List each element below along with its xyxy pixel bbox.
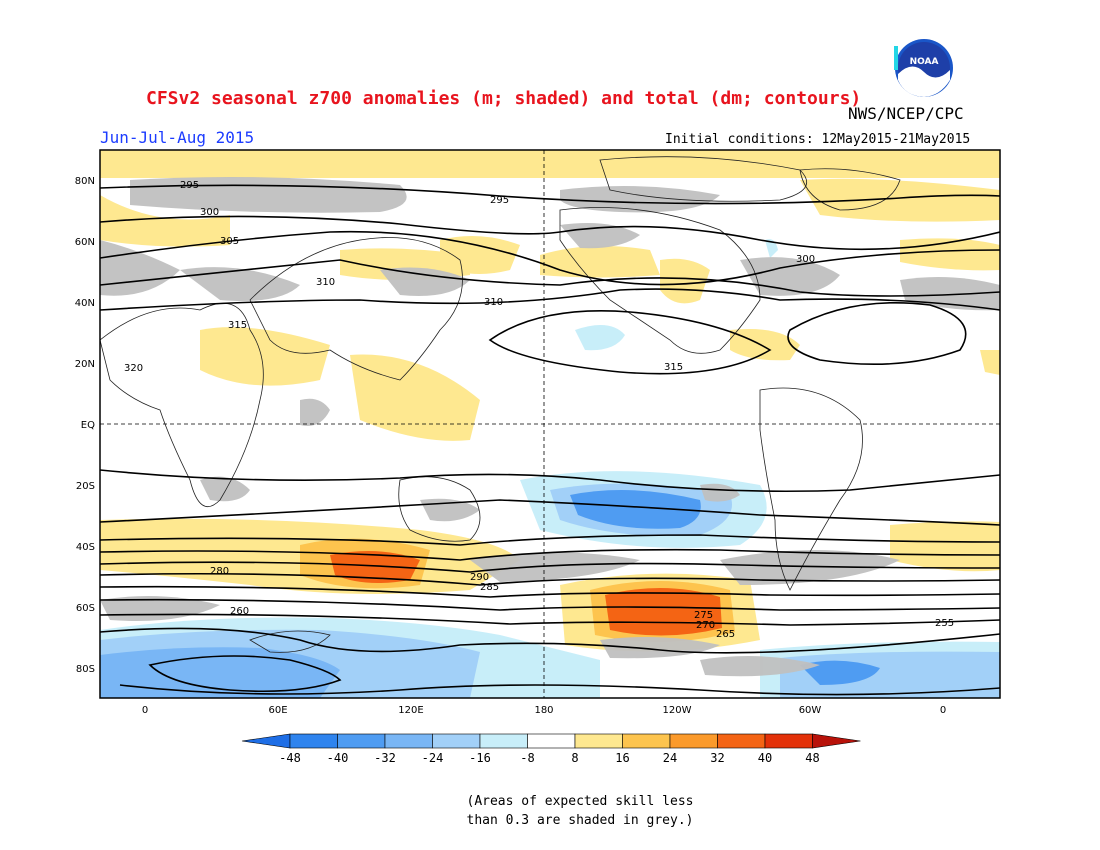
lat-tick: 80N bbox=[75, 176, 95, 187]
colorbar-swatch bbox=[337, 733, 386, 749]
colorbar-label: 32 bbox=[710, 751, 724, 765]
contour-label: 315 bbox=[228, 320, 247, 331]
coastlines bbox=[100, 156, 901, 653]
colorbar-label: -8 bbox=[520, 751, 534, 765]
colorbar-swatch bbox=[289, 733, 338, 749]
lon-tick: 60W bbox=[799, 705, 822, 716]
lon-tick: 120W bbox=[663, 705, 692, 716]
colorbar-swatch bbox=[384, 733, 433, 749]
lat-tick: 60S bbox=[76, 603, 95, 614]
contour-label: 290 bbox=[470, 572, 489, 583]
latitude-ticks: 80N 60N 40N 20N EQ 20S 40S 60S 80S bbox=[75, 176, 95, 675]
colorbar-label: 40 bbox=[758, 751, 772, 765]
colorbar-label: -48 bbox=[279, 751, 301, 765]
height-contours bbox=[100, 184, 1000, 696]
colorbar-swatch bbox=[479, 733, 528, 749]
contour-label: 310 bbox=[316, 277, 335, 288]
colorbar-swatch bbox=[764, 733, 813, 749]
colorbar-label: -24 bbox=[422, 751, 444, 765]
colorbar-label: -32 bbox=[374, 751, 396, 765]
colorbar-label: -16 bbox=[469, 751, 491, 765]
map-area: 295 300 305 310 315 320 315 310 300 295 … bbox=[100, 150, 1000, 698]
lon-tick: 0 bbox=[142, 705, 148, 716]
lon-tick: 180 bbox=[534, 705, 553, 716]
lat-tick: 40S bbox=[76, 542, 95, 553]
contour-label: 310 bbox=[484, 297, 503, 308]
colorbar-swatch bbox=[527, 733, 576, 749]
colorbar-label: 24 bbox=[663, 751, 677, 765]
contour-label: 275 bbox=[694, 610, 713, 621]
contour-labels: 295 300 305 310 315 320 315 310 300 295 … bbox=[124, 180, 954, 640]
contour-label: 255 bbox=[935, 618, 954, 629]
contour-label: 285 bbox=[480, 582, 499, 593]
chart-title: CFSv2 seasonal z700 anomalies (m; shaded… bbox=[146, 88, 862, 109]
negative-anomaly-shading bbox=[100, 239, 1000, 698]
colorbar-label: 16 bbox=[615, 751, 629, 765]
colorbar-swatch bbox=[669, 733, 718, 749]
contour-label: 315 bbox=[664, 362, 683, 373]
colorbar-label: -40 bbox=[327, 751, 349, 765]
colorbar-swatch bbox=[574, 733, 623, 749]
footnote: (Areas of expected skill less than 0.3 a… bbox=[420, 792, 740, 830]
contour-label: 305 bbox=[220, 236, 239, 247]
initial-conditions-label: Initial conditions: 12May2015-21May2015 bbox=[665, 132, 971, 147]
noaa-logo-icon: NOAA bbox=[894, 39, 953, 97]
colorbar-legend: -48 -40 -32 -24 -16 -8 8 16 24 32 40 48 bbox=[241, 733, 861, 765]
colorbar-label: 48 bbox=[805, 751, 819, 765]
lat-tick: 20S bbox=[76, 481, 95, 492]
agency-label: NWS/NCEP/CPC bbox=[848, 104, 964, 123]
lat-tick: 80S bbox=[76, 664, 95, 675]
colorbar-swatch bbox=[622, 733, 671, 749]
contour-label: 260 bbox=[230, 606, 249, 617]
lat-tick: 60N bbox=[75, 237, 95, 248]
contour-label: 295 bbox=[180, 180, 199, 191]
colorbar-label: 8 bbox=[571, 751, 578, 765]
lat-tick: EQ bbox=[81, 420, 95, 431]
lat-tick: 40N bbox=[75, 298, 95, 309]
noaa-logo-text: NOAA bbox=[910, 57, 939, 67]
map-frame bbox=[99, 149, 1001, 699]
colorbar-swatch bbox=[717, 733, 766, 749]
contour-label: 300 bbox=[796, 254, 815, 265]
contour-label: 280 bbox=[210, 566, 229, 577]
contour-label: 295 bbox=[490, 195, 509, 206]
colorbar-arrow-low bbox=[241, 733, 291, 749]
lon-tick: 120E bbox=[398, 705, 423, 716]
lon-tick: 60E bbox=[268, 705, 287, 716]
colorbar-arrow-high bbox=[812, 733, 861, 749]
footnote-line-2: than 0.3 are shaded in grey.) bbox=[466, 813, 694, 828]
season-label: Jun-Jul-Aug 2015 bbox=[100, 128, 255, 147]
lat-tick: 20N bbox=[75, 359, 95, 370]
contour-label: 270 bbox=[696, 620, 715, 631]
contour-label: 320 bbox=[124, 363, 143, 374]
colorbar-swatch bbox=[432, 733, 481, 749]
contour-label: 265 bbox=[716, 629, 735, 640]
longitude-ticks: 0 60E 120E 180 120W 60W 0 bbox=[142, 705, 946, 716]
footnote-line-1: (Areas of expected skill less bbox=[466, 794, 694, 809]
lon-tick: 0 bbox=[940, 705, 946, 716]
contour-label: 300 bbox=[200, 207, 219, 218]
